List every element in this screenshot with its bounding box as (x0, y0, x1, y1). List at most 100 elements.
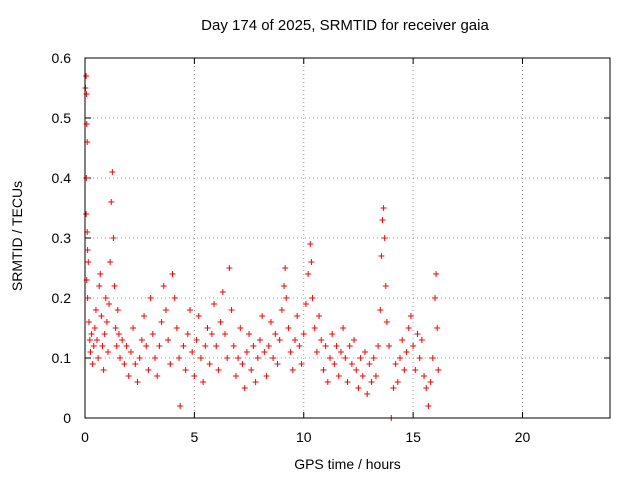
data-point (309, 295, 316, 301)
data-point (121, 361, 128, 367)
data-point (405, 325, 412, 331)
data-point (414, 331, 421, 337)
data-point (204, 325, 211, 331)
data-point (85, 319, 92, 325)
data-point (272, 331, 279, 337)
data-point (232, 373, 239, 379)
data-point (104, 349, 111, 355)
x-tick-label: 0 (81, 429, 89, 445)
data-point (281, 283, 288, 289)
data-point (283, 295, 290, 301)
data-point (127, 349, 134, 355)
x-tick-label: 5 (190, 429, 198, 445)
data-point (340, 325, 347, 331)
data-point (394, 379, 401, 385)
data-point (193, 337, 200, 343)
data-point (149, 331, 156, 337)
data-point (211, 301, 218, 307)
data-point (346, 343, 353, 349)
data-point (141, 313, 148, 319)
data-point (217, 319, 224, 325)
data-point (327, 355, 333, 361)
data-point (308, 259, 315, 265)
data-point (351, 337, 358, 343)
data-point (362, 349, 368, 355)
data-point (375, 343, 382, 349)
data-point (296, 343, 303, 349)
data-point (171, 295, 178, 301)
data-point (257, 337, 263, 343)
data-point (329, 331, 336, 337)
x-axis-label: GPS time / hours (294, 456, 401, 472)
data-point (379, 217, 386, 223)
data-point (386, 343, 393, 349)
y-tick-label: 0.6 (52, 50, 72, 66)
data-point (187, 307, 193, 313)
data-point (377, 307, 384, 313)
data-point (380, 205, 387, 211)
data-point (390, 385, 397, 391)
data-point (136, 355, 143, 361)
data-point (222, 331, 228, 337)
data-point (282, 265, 289, 271)
data-point (368, 379, 375, 385)
data-point (156, 343, 163, 349)
data-point (378, 253, 385, 259)
data-point (84, 295, 91, 301)
chart-title: Day 174 of 2025, SRMTID for receiver gai… (201, 17, 489, 34)
data-point (250, 343, 257, 349)
y-tick-label: 0.5 (52, 110, 72, 126)
data-point (173, 325, 180, 331)
data-point (114, 307, 121, 313)
data-point (427, 379, 434, 385)
data-point (115, 331, 122, 337)
data-point (90, 343, 97, 349)
y-tick-label: 0.2 (52, 290, 72, 306)
data-point (152, 355, 158, 361)
data-point (382, 283, 389, 289)
data-point (292, 337, 298, 343)
data-point (228, 307, 235, 313)
data-point (83, 211, 90, 217)
data-point (355, 385, 362, 391)
data-point (182, 367, 189, 373)
data-point (162, 307, 169, 313)
data-point (357, 355, 364, 361)
x-tick-label: 15 (405, 429, 421, 445)
data-point (397, 355, 403, 361)
x-tick-label: 10 (296, 429, 312, 445)
data-point (243, 349, 250, 355)
data-point (184, 331, 191, 337)
data-point (102, 295, 109, 301)
data-point (311, 325, 318, 331)
data-point (158, 319, 165, 325)
data-point (180, 343, 187, 349)
data-point (324, 379, 331, 385)
data-point (248, 367, 255, 373)
data-point (421, 373, 428, 379)
data-point (134, 379, 141, 385)
data-point (213, 343, 220, 349)
data-point (348, 361, 355, 367)
data-point (230, 343, 237, 349)
y-tick-label: 0.3 (52, 230, 72, 246)
data-point (344, 379, 351, 385)
data-point (287, 349, 294, 355)
data-point (138, 337, 145, 343)
data-point (112, 325, 119, 331)
data-point (177, 403, 184, 409)
data-point (276, 337, 283, 343)
data-point (423, 385, 430, 391)
data-point (412, 367, 419, 373)
data-point (83, 91, 90, 97)
data-point (98, 313, 105, 319)
data-point (99, 343, 106, 349)
data-point (263, 373, 270, 379)
data-point (208, 331, 215, 337)
data-point (383, 319, 390, 325)
grid-lines (85, 58, 610, 418)
data-point (125, 373, 132, 379)
data-point (143, 343, 150, 349)
data-point (101, 331, 108, 337)
data-point (96, 283, 103, 289)
